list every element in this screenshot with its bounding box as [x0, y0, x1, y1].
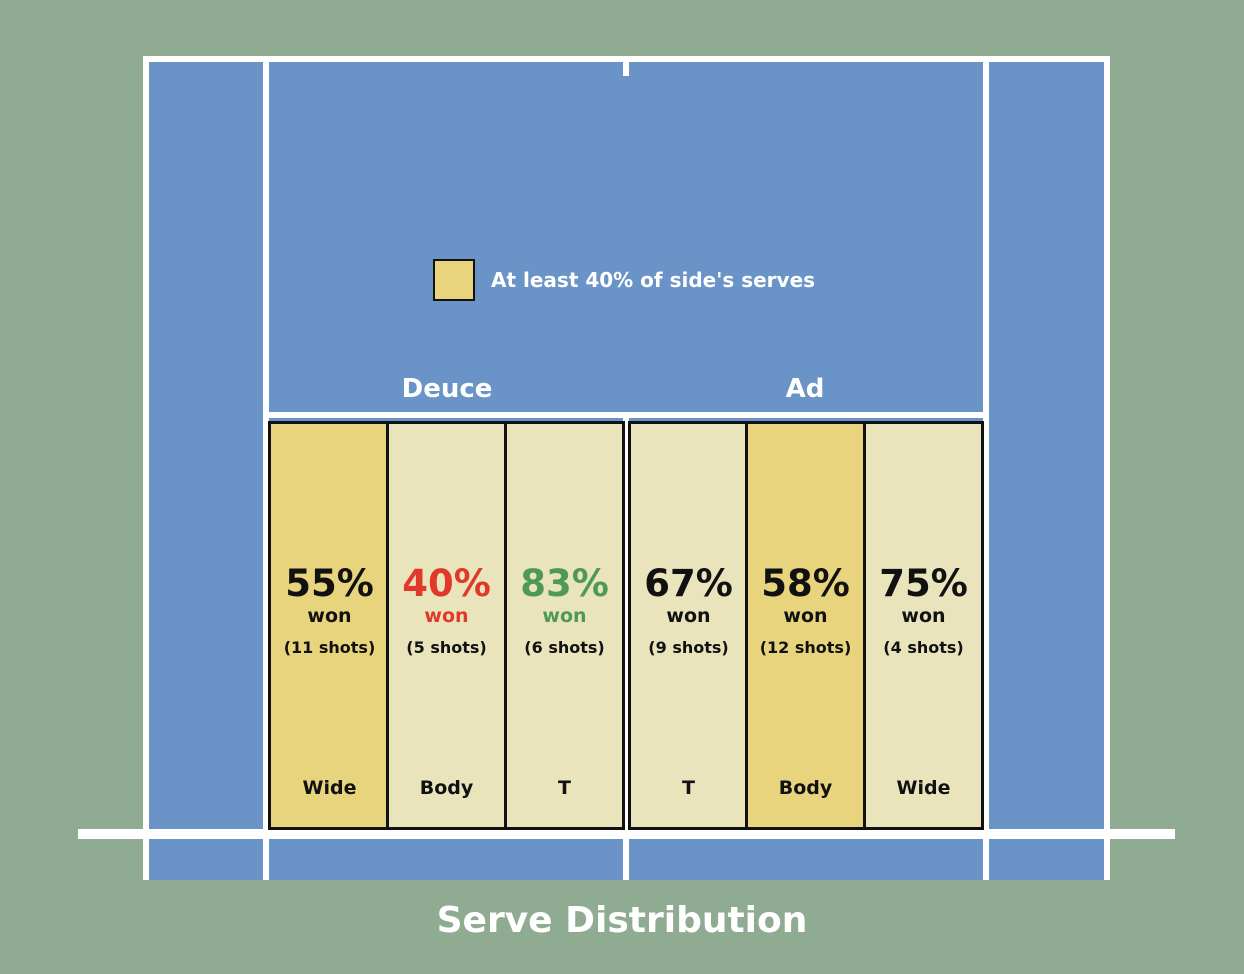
zone-shots: (12 shots) — [759, 638, 852, 657]
zone-shots: (4 shots) — [883, 638, 964, 657]
zone-ad-wide: 75% won (4 shots) Wide — [863, 421, 984, 830]
net-line — [78, 829, 1175, 839]
zone-won: won — [307, 605, 352, 627]
zone-deuce-body: 40% won (5 shots) Body — [386, 421, 507, 830]
zone-direction: T — [682, 777, 695, 799]
side-label-ad: Ad — [785, 374, 825, 404]
side-label-deuce: Deuce — [401, 374, 493, 404]
zone-shots: (11 shots) — [283, 638, 376, 657]
legend-swatch — [433, 259, 475, 301]
legend-label: At least 40% of side's serves — [491, 268, 816, 292]
court-outer-left-line — [143, 56, 149, 880]
zone-shots: (9 shots) — [648, 638, 729, 657]
zone-pct: 58% — [761, 562, 850, 605]
zone-pct: 40% — [402, 562, 491, 605]
zone-direction: Wide — [896, 777, 951, 799]
center-service-line — [623, 412, 629, 880]
zone-pct: 83% — [520, 562, 609, 605]
zone-direction: T — [558, 777, 571, 799]
zone-direction: Body — [778, 777, 833, 799]
center-mark — [623, 56, 629, 76]
zone-deuce-wide: 55% won (11 shots) Wide — [268, 421, 391, 830]
zone-won: won — [424, 605, 469, 627]
zone-won: won — [666, 605, 711, 627]
zone-pct: 55% — [285, 562, 374, 605]
diagram-title: Serve Distribution — [436, 900, 808, 941]
zone-won: won — [901, 605, 946, 627]
singles-right-line — [983, 56, 989, 880]
zone-ad-body: 58% won (12 shots) Body — [745, 421, 866, 830]
serve-zones: 55% won (11 shots) Wide 40% won (5 shots… — [268, 421, 984, 830]
zone-pct: 67% — [644, 562, 733, 605]
zone-direction: Body — [419, 777, 474, 799]
zone-direction: Wide — [302, 777, 357, 799]
zone-won: won — [783, 605, 828, 627]
court-outer-right-line — [1104, 56, 1110, 880]
zone-ad-t: 67% won (9 shots) T — [628, 421, 749, 830]
singles-left-line — [263, 56, 269, 880]
zone-won: won — [542, 605, 587, 627]
zone-shots: (6 shots) — [524, 638, 605, 657]
zone-shots: (5 shots) — [406, 638, 487, 657]
legend: At least 40% of side's serves — [433, 259, 815, 301]
zone-pct: 75% — [879, 562, 968, 605]
zone-deuce-t: 83% won (6 shots) T — [504, 421, 625, 830]
